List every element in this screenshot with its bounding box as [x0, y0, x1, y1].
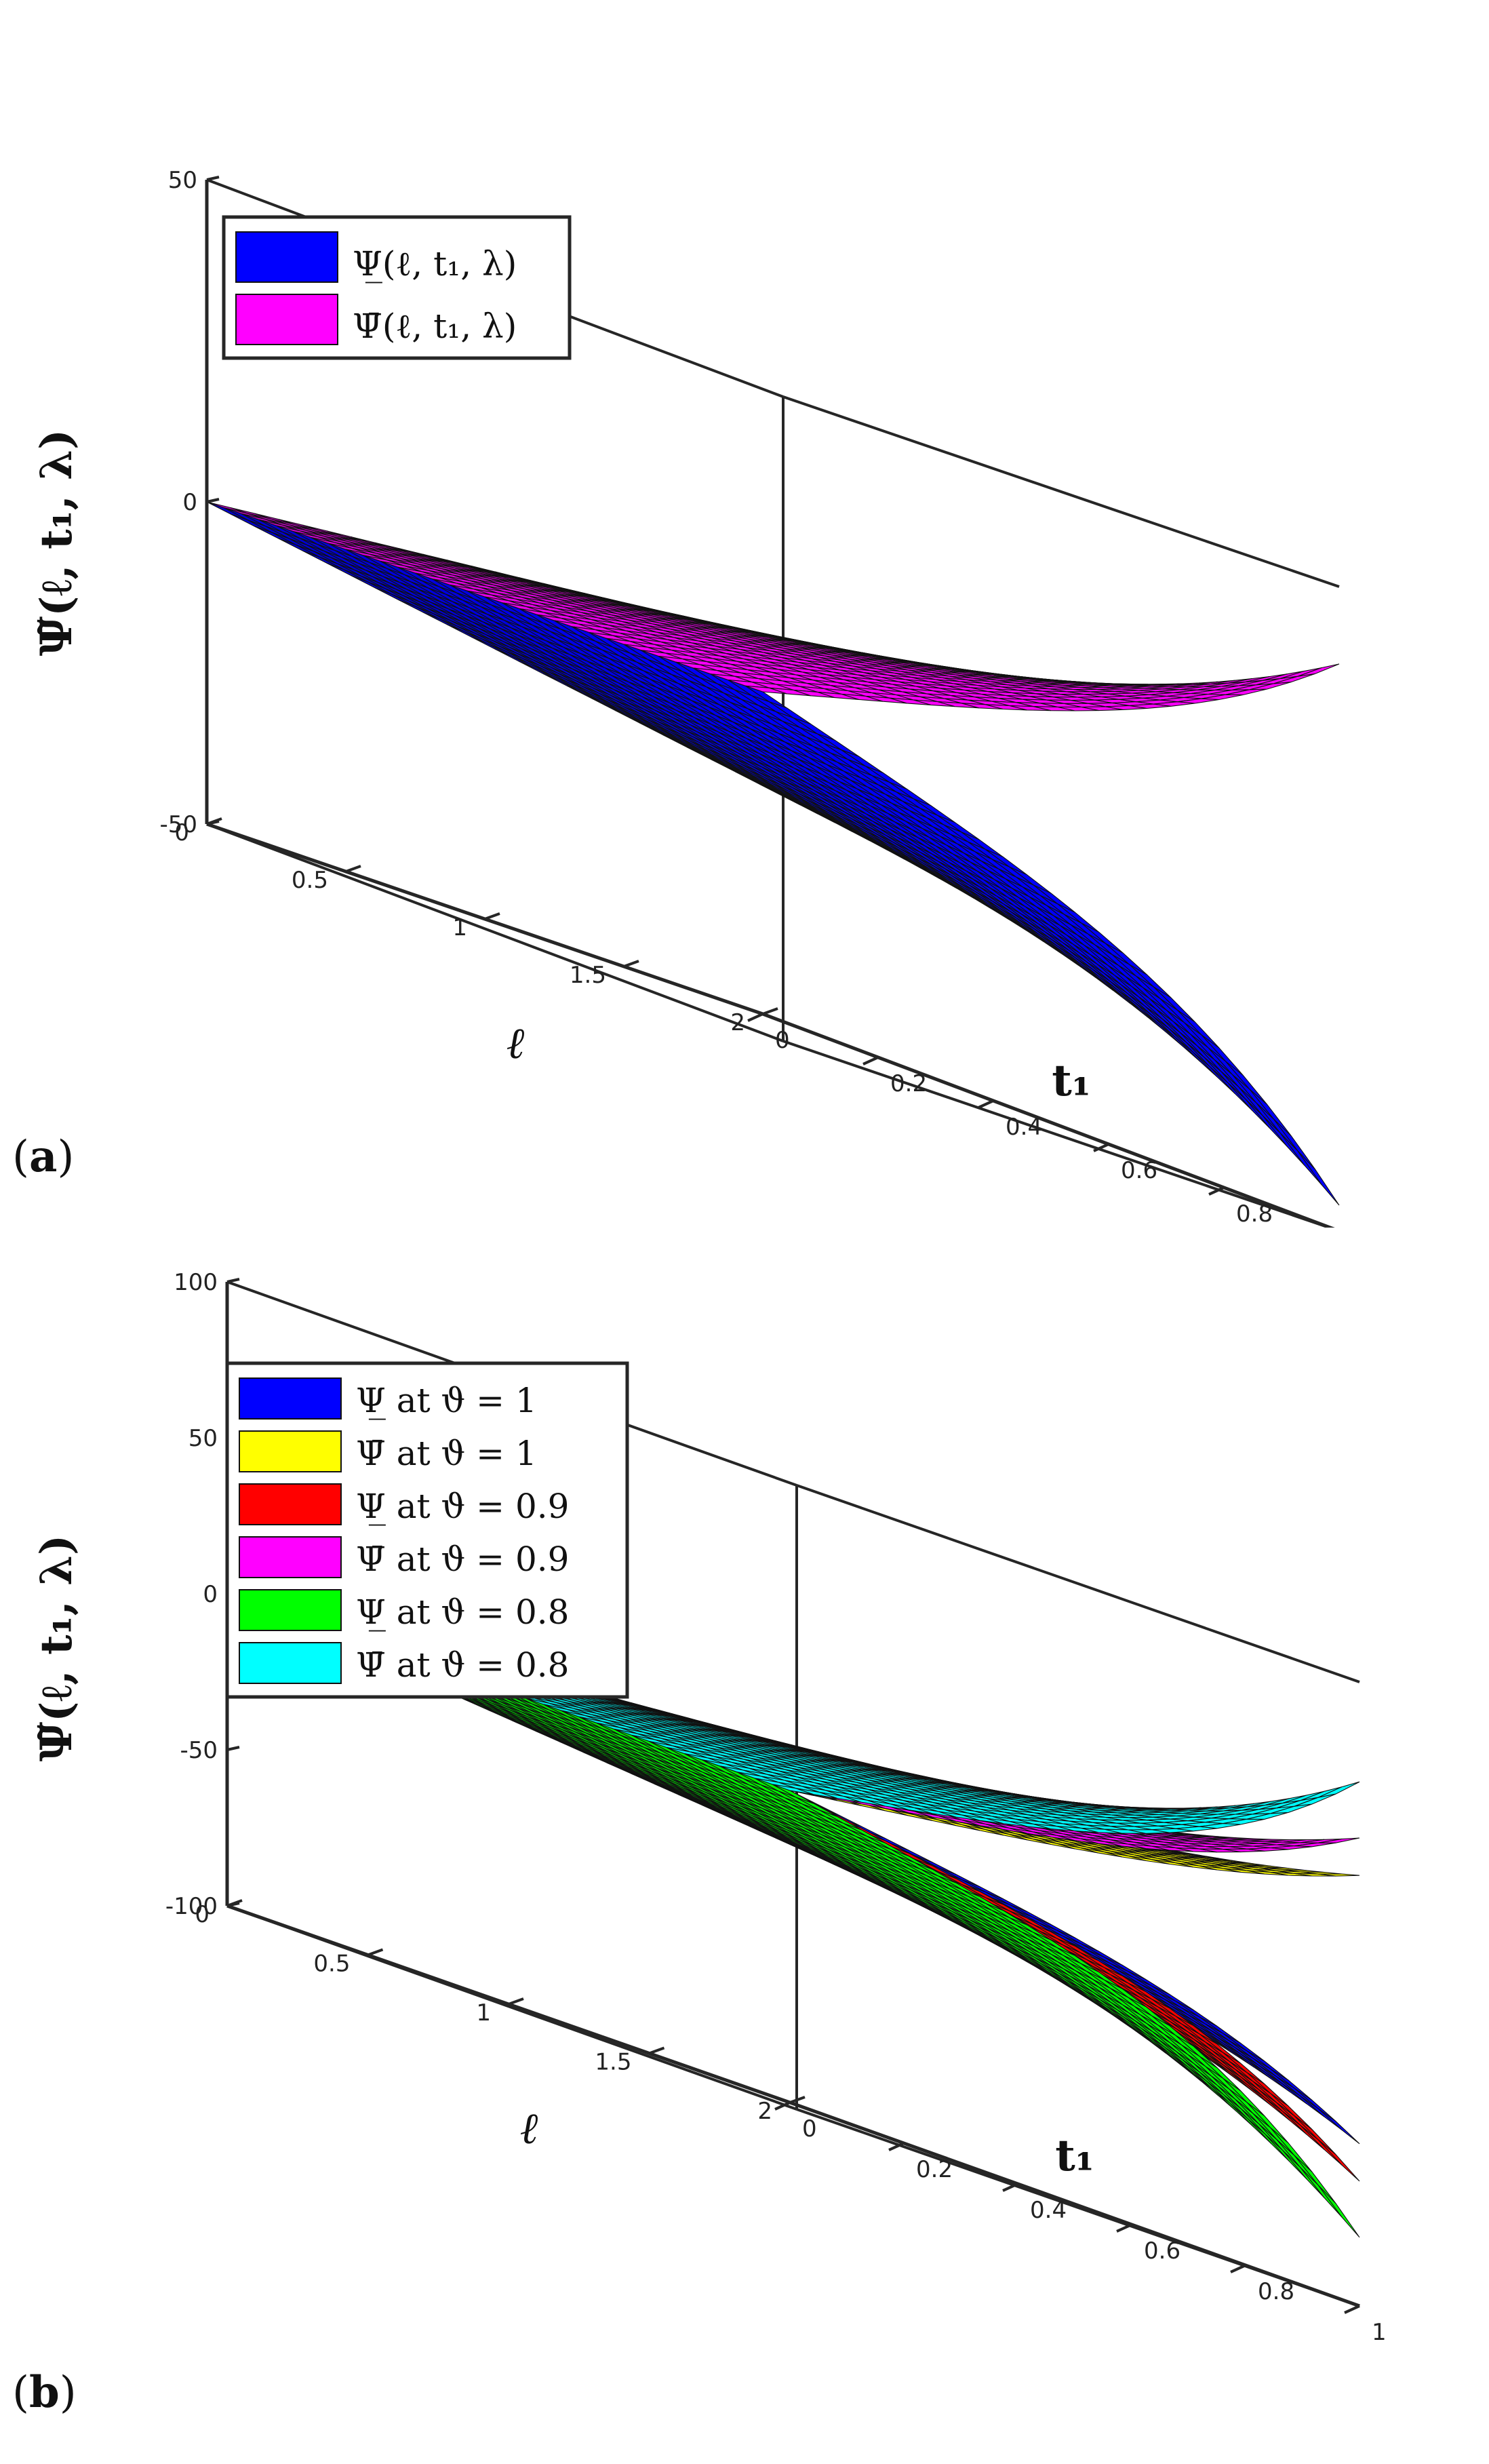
- t-tick-label-4: 0.8: [1258, 2278, 1294, 2305]
- surface-0: [206, 501, 1340, 1206]
- legend-swatch-1: [235, 294, 338, 345]
- t-tick-mark-4: [1208, 1186, 1225, 1196]
- z-tick-label-1: 50: [188, 1425, 218, 1452]
- l-tick-label-2: 1: [476, 1999, 491, 2027]
- t-tick-mark-2: [978, 1099, 994, 1109]
- t-axis-label: t₁: [1052, 1055, 1091, 1106]
- z-tick-mark-0: [206, 176, 220, 181]
- figure-panel-b: 100 50 0 -50 -100 0 0.5 1 1.5 2 0 0.2 0.4 0.6 0.8 1 Ψ̃(ℓ…: [0, 1228, 1489, 2464]
- legend: Ψ̲ at ϑ = 1 Ψ̄ at ϑ = 1 Ψ̲ at ϑ = 0.9 Ψ̄ at…: [225, 1361, 629, 1699]
- t-tick-mark-0: [747, 1013, 763, 1022]
- legend-entry-4: Ψ̲ at ϑ = 0.8: [356, 1592, 569, 1632]
- z-axis-label: Ψ̃(ℓ, t₁, λ): [31, 1535, 82, 1762]
- t-tick-mark-5: [1344, 2305, 1360, 2314]
- l-tick-label-0: 0: [195, 1901, 210, 1928]
- t-tick-mark-3: [1116, 2223, 1132, 2233]
- panel-letter-a: a: [28, 1131, 58, 1182]
- t-tick-label-1: 0.2: [916, 2156, 953, 2183]
- legend: Ψ̲(ℓ, t₁, λ) Ψ̄(ℓ, t₁, λ): [222, 215, 572, 360]
- box-edge-back-floor-l: [782, 1040, 1334, 1228]
- t-axis-line: [762, 1012, 1335, 1228]
- legend-swatch-2: [239, 1483, 342, 1525]
- l-tick-mark-2: [484, 912, 500, 920]
- l-tick-mark-4: [789, 2096, 806, 2104]
- l-tick-mark-1: [367, 1948, 384, 1957]
- z-tick-label-2: 0: [203, 1581, 218, 1608]
- t-tick-label-1: 0.2: [890, 1070, 927, 1097]
- box-edge-back-top-l: [796, 1484, 1360, 1683]
- t-tick-mark-1: [888, 2142, 905, 2151]
- t-tick-mark-1: [862, 1056, 879, 1065]
- l-tick-mark-1: [345, 865, 361, 873]
- panel-letter-b: b: [28, 2367, 60, 2418]
- z-tick-label-2: -50: [159, 811, 197, 838]
- l-tick-label-3: 1.5: [570, 962, 606, 989]
- legend-swatch-4: [239, 1589, 342, 1631]
- l-tick-mark-3: [623, 960, 639, 968]
- z-tick-label-0: 50: [168, 167, 197, 194]
- z-tick-label-4: -100: [165, 1893, 218, 1920]
- l-tick-mark-0: [206, 817, 222, 825]
- legend-swatch-0: [239, 1377, 342, 1420]
- surface-plot-b: 100500-50-10000.511.5200.20.40.60.81Ψ̃(ℓ…: [31, 1269, 1387, 2346]
- legend-box: [225, 1361, 629, 1699]
- z-tick-label-3: -50: [180, 1737, 218, 1764]
- l-tick-mark-0: [226, 1899, 243, 1907]
- t-tick-label-0: 0: [775, 1027, 790, 1054]
- z-tick-label-1: 0: [182, 489, 197, 516]
- t-tick-label-3: 0.6: [1144, 2237, 1180, 2265]
- t-tick-label-2: 0.4: [1030, 2197, 1067, 2224]
- z-tick-label-0: 100: [174, 1269, 218, 1296]
- l-tick-label-3: 1.5: [595, 2049, 631, 2076]
- l-axis-label: ℓ: [520, 2104, 538, 2154]
- l-tick-mark-3: [648, 2046, 665, 2055]
- panel-label-a: (a): [12, 1131, 75, 1182]
- legend-entry-5: Ψ̄ at ϑ = 0.8: [356, 1645, 569, 1685]
- legend-entry-2: Ψ̲ at ϑ = 0.9: [356, 1487, 569, 1526]
- legend-swatch-5: [239, 1642, 342, 1684]
- l-tick-label-2: 1: [452, 914, 467, 941]
- t-tick-mark-0: [774, 2101, 791, 2111]
- legend-entry-0: Ψ̲ at ϑ = 1: [356, 1381, 537, 1420]
- t-tick-label-3: 0.6: [1121, 1157, 1157, 1184]
- panel-label-b: (b): [12, 2367, 77, 2418]
- surface-5: [226, 1593, 1360, 1834]
- l-tick-label-4: 2: [757, 2098, 772, 2125]
- z-tick-mark-0: [226, 1278, 240, 1283]
- t-tick-mark-2: [1002, 2183, 1018, 2192]
- t-tick-mark-3: [1093, 1143, 1109, 1152]
- z-axis-label: Ψ̃(ℓ, t₁, λ): [31, 429, 82, 657]
- l-tick-label-1: 0.5: [313, 1951, 350, 1978]
- legend-swatch-0: [235, 231, 338, 283]
- surface-1: [206, 501, 1340, 711]
- box-edge-back-top-l: [782, 395, 1340, 588]
- legend-entry-1: Ψ̄(ℓ, t₁, λ): [353, 307, 517, 346]
- legend-entry-0: Ψ̲(ℓ, t₁, λ): [353, 244, 517, 283]
- t-axis-line: [789, 2100, 1360, 2308]
- l-tick-label-0: 0: [174, 819, 189, 846]
- z-tick-mark-3: [226, 1746, 240, 1751]
- t-tick-label-0: 0: [802, 2115, 817, 2143]
- legend-swatch-1: [239, 1430, 342, 1472]
- legend-entry-1: Ψ̄ at ϑ = 1: [356, 1434, 537, 1473]
- t-tick-label-4: 0.8: [1236, 1200, 1273, 1228]
- legend-swatch-3: [239, 1536, 342, 1578]
- z-tick-mark-1: [206, 498, 220, 503]
- l-tick-label-4: 2: [730, 1009, 745, 1036]
- t-axis-label: t₁: [1055, 2130, 1094, 2181]
- box-edge-back-floor-x: [206, 823, 784, 1042]
- l-tick-label-1: 0.5: [292, 867, 328, 894]
- legend-entry-3: Ψ̄ at ϑ = 0.9: [356, 1540, 569, 1579]
- l-tick-mark-2: [508, 1997, 524, 2006]
- l-axis-label: ℓ: [507, 1019, 525, 1069]
- t-tick-label-2: 0.4: [1006, 1114, 1042, 1141]
- l-tick-mark-4: [762, 1007, 778, 1015]
- t-tick-mark-4: [1230, 2264, 1246, 2273]
- t-tick-label-5: 1: [1372, 2319, 1387, 2346]
